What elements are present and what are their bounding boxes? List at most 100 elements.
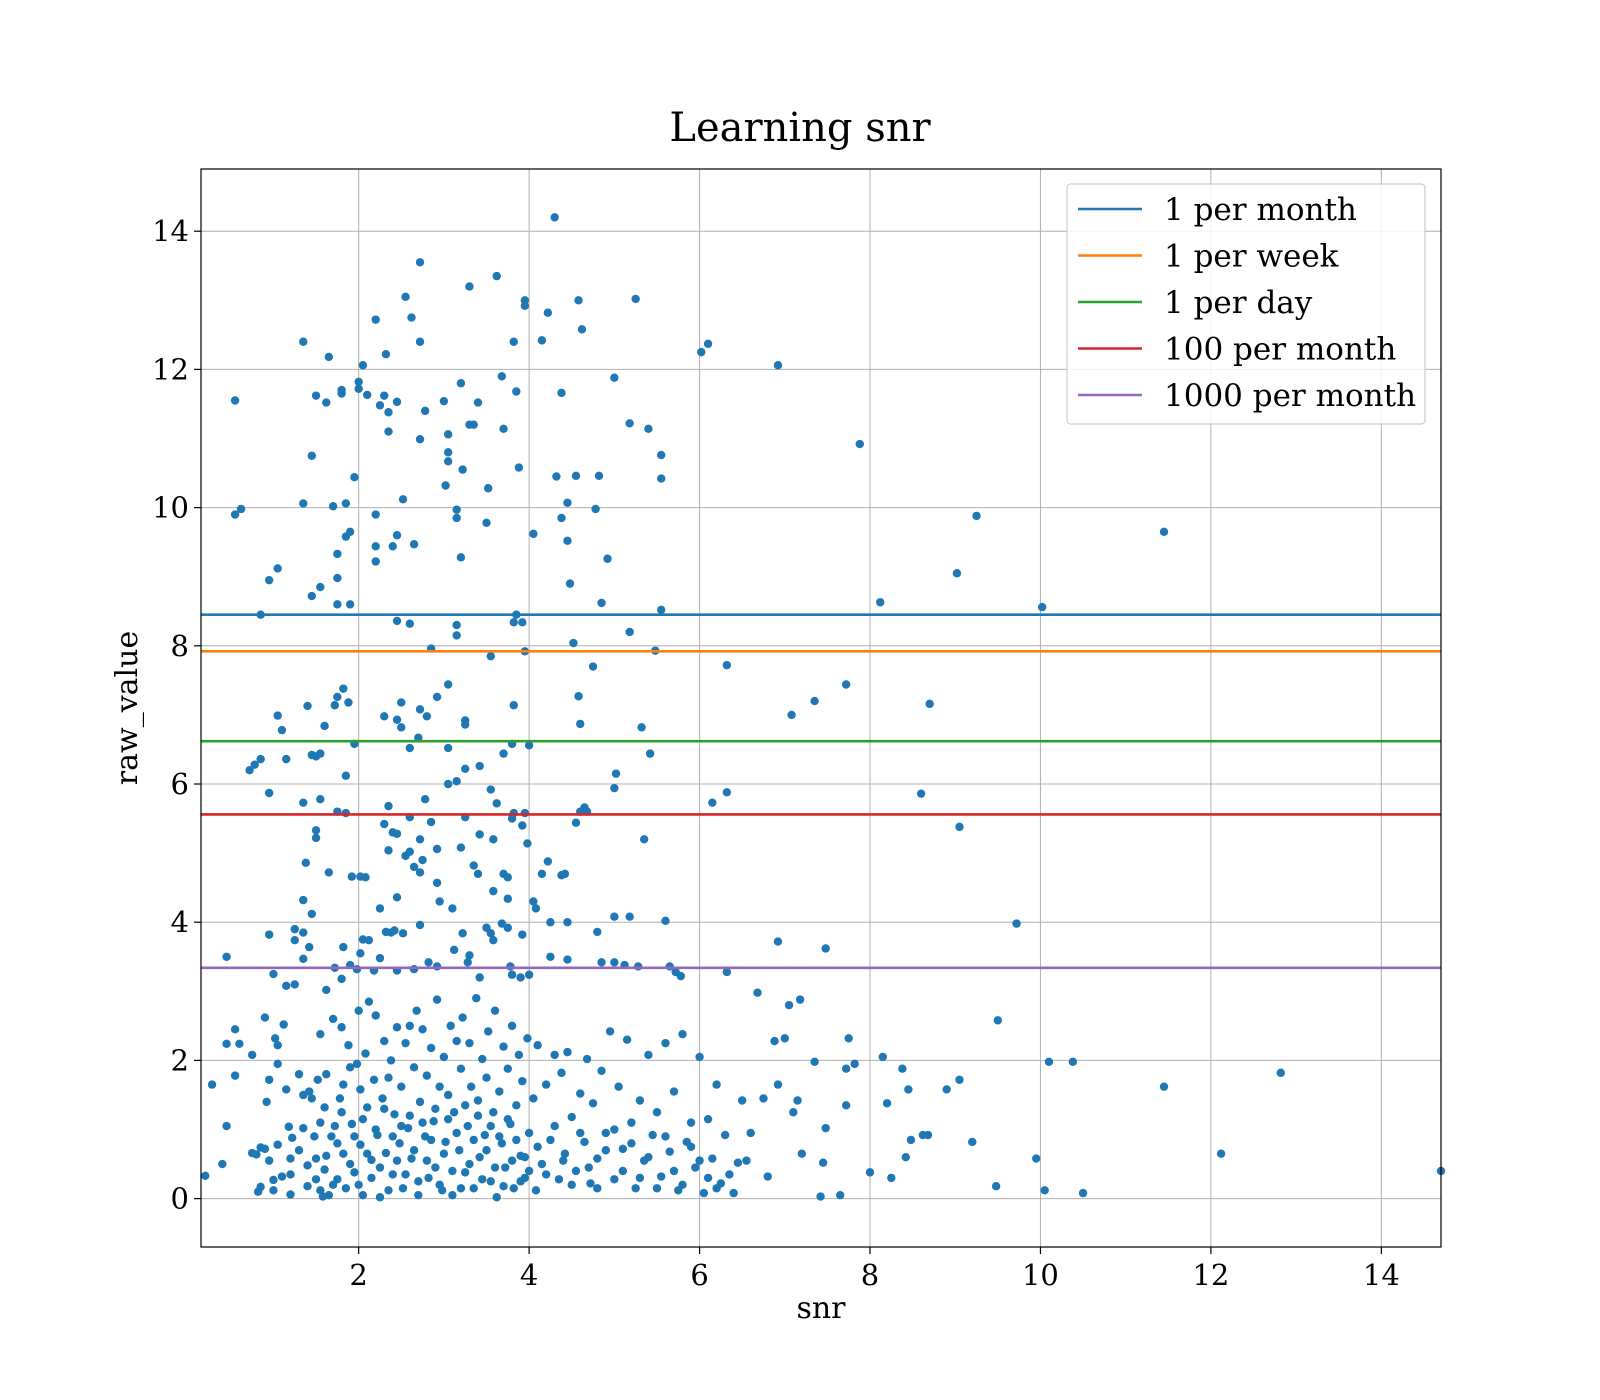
- data-point: [991, 1181, 1001, 1191]
- data-point: [497, 919, 507, 928]
- data-point: [439, 1052, 449, 1062]
- y-axis-label: raw_value: [110, 631, 145, 785]
- data-point: [299, 895, 308, 905]
- data-point: [463, 1121, 472, 1131]
- data-point: [307, 1094, 316, 1103]
- data-point: [518, 1076, 527, 1086]
- data-point: [537, 1159, 547, 1169]
- data-point: [759, 1094, 768, 1103]
- data-point: [712, 1080, 721, 1089]
- data-point: [563, 498, 572, 507]
- data-point: [358, 1114, 368, 1124]
- data-point: [361, 873, 370, 882]
- data-point: [1216, 1149, 1226, 1158]
- data-point: [729, 1188, 738, 1198]
- data-point: [252, 1150, 261, 1159]
- data-point: [821, 1123, 830, 1133]
- data-point: [350, 472, 359, 482]
- data-point: [341, 771, 351, 780]
- data-point: [507, 1156, 517, 1165]
- data-point: [512, 387, 521, 396]
- data-point: [475, 761, 484, 771]
- data-point: [388, 542, 397, 551]
- data-point: [403, 1123, 413, 1133]
- data-point: [347, 1119, 357, 1129]
- data-point: [354, 1180, 363, 1190]
- data-point: [835, 1190, 845, 1200]
- data-point: [303, 1161, 312, 1170]
- data-point: [523, 1034, 532, 1043]
- data-point: [993, 1016, 1003, 1025]
- data-point: [388, 1170, 397, 1179]
- data-point: [478, 1054, 487, 1064]
- data-point: [501, 1163, 510, 1172]
- data-point: [354, 1006, 363, 1015]
- data-point: [392, 1023, 402, 1032]
- data-point: [443, 680, 453, 689]
- y-tick-label: 12: [152, 352, 189, 386]
- data-point: [665, 1147, 674, 1156]
- data-point: [618, 1166, 628, 1176]
- data-point: [401, 292, 410, 302]
- data-point: [722, 967, 732, 977]
- data-point: [409, 1146, 419, 1155]
- data-point: [452, 1128, 461, 1138]
- data-point: [773, 361, 783, 370]
- data-point: [230, 1025, 240, 1034]
- data-point: [605, 1027, 615, 1036]
- data-point: [443, 448, 453, 457]
- data-point: [452, 631, 461, 640]
- data-point: [594, 471, 604, 481]
- data-point: [486, 785, 495, 794]
- data-point: [473, 1096, 483, 1105]
- data-point: [456, 1064, 466, 1073]
- data-point: [565, 579, 575, 588]
- data-point: [443, 743, 453, 753]
- data-point: [520, 808, 530, 818]
- data-point: [520, 1152, 530, 1162]
- data-point: [307, 591, 316, 601]
- data-point: [386, 1056, 396, 1065]
- data-point: [277, 725, 287, 735]
- data-point: [339, 1149, 348, 1158]
- data-point: [576, 719, 585, 729]
- data-point: [443, 1090, 453, 1100]
- data-point: [290, 980, 299, 989]
- data-point: [269, 1175, 278, 1185]
- data-point: [531, 904, 541, 913]
- legend-label: 1 per month: [1164, 192, 1357, 228]
- data-point: [333, 600, 342, 609]
- data-point: [611, 769, 621, 778]
- data-point: [322, 398, 331, 407]
- data-point: [316, 1029, 325, 1039]
- data-point: [397, 723, 406, 732]
- data-point: [601, 1128, 611, 1138]
- data-point: [356, 949, 365, 958]
- data-point: [407, 313, 416, 322]
- data-point: [657, 1172, 666, 1181]
- data-point: [635, 1096, 645, 1105]
- data-point: [310, 1132, 319, 1141]
- data-point: [560, 1149, 570, 1158]
- data-point: [514, 463, 524, 472]
- data-point: [516, 1177, 525, 1186]
- data-point: [384, 427, 393, 436]
- data-point: [337, 389, 346, 398]
- data-point: [337, 1023, 346, 1032]
- data-point: [497, 372, 507, 381]
- data-point: [793, 1096, 802, 1105]
- data-point: [657, 450, 666, 460]
- data-point: [537, 336, 547, 345]
- data-point: [345, 1063, 355, 1072]
- data-point: [475, 973, 484, 982]
- data-point: [472, 994, 481, 1003]
- data-point: [299, 499, 308, 508]
- data-point: [333, 1139, 342, 1148]
- x-tick-label: 2: [349, 1258, 367, 1292]
- data-point: [330, 701, 340, 710]
- data-point: [392, 715, 402, 724]
- data-point: [371, 315, 380, 324]
- data-point: [591, 504, 600, 514]
- data-point: [524, 970, 534, 979]
- data-point: [560, 869, 570, 879]
